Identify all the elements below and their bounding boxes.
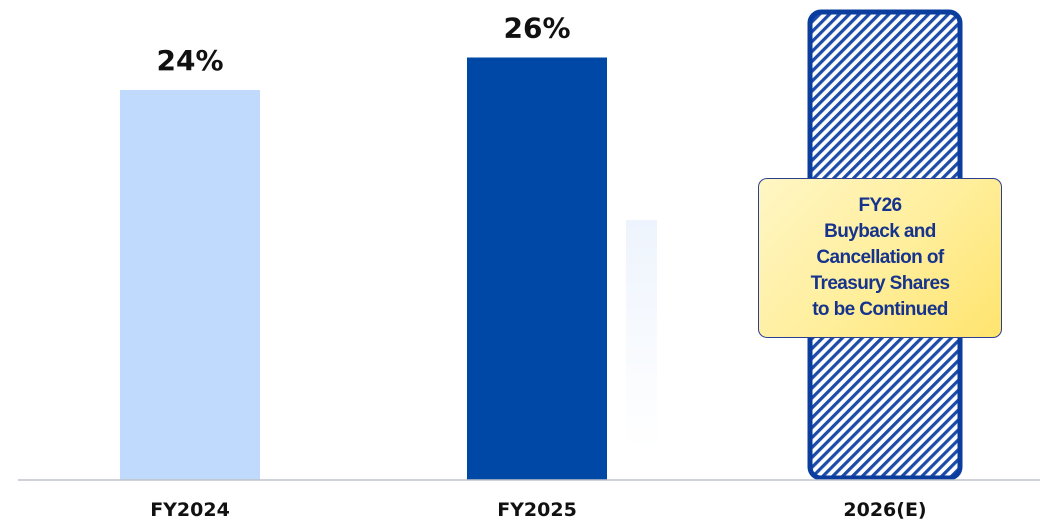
category-label-0: FY2024	[150, 499, 230, 520]
bar-fy2024	[120, 90, 260, 480]
bar-fy2025	[467, 57, 607, 480]
value-label-fy2024: 24%	[156, 44, 223, 77]
callout-line-2: Buyback and	[824, 221, 936, 242]
bar-shadow	[626, 220, 657, 450]
callout-line-5: to be Continued	[812, 299, 948, 320]
callout-line-1: FY26	[858, 195, 902, 216]
callout-box: FY26 Buyback and Cancellation of Treasur…	[758, 178, 1002, 338]
category-label-2: 2026(E)	[843, 499, 926, 520]
category-label-1: FY2025	[497, 499, 577, 520]
callout-line-4: Treasury Shares	[810, 273, 950, 294]
value-label-fy2025: 26%	[503, 12, 570, 45]
callout-line-3: Cancellation of	[816, 247, 944, 268]
